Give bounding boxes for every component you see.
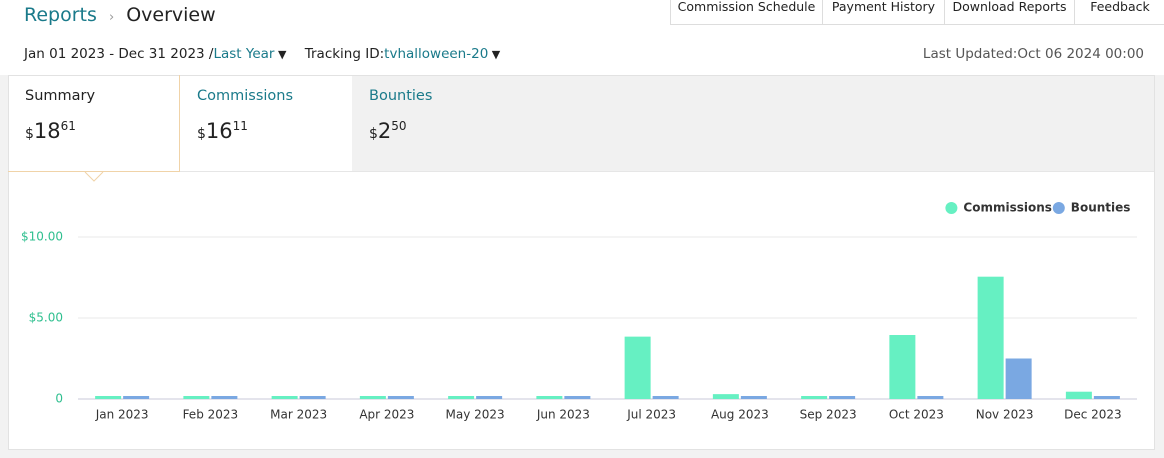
y-tick-label: $10.00 <box>21 230 63 244</box>
card[interactable]: Summary $1861 <box>8 75 180 172</box>
bar <box>95 396 122 399</box>
caret <box>84 171 104 182</box>
tracking-label: Tracking ID: <box>304 46 385 62</box>
cents: 11 <box>232 119 248 133</box>
card-strip <box>352 76 1154 172</box>
bar <box>183 396 210 399</box>
legend-label: Commissions <box>963 201 1052 215</box>
chart: 0 $5.00 $10.00 Jan 2023 Feb 2023 Mar 2023 Apr … <box>21 201 1137 422</box>
bar <box>476 396 503 399</box>
bar <box>564 396 591 399</box>
bar <box>652 396 679 399</box>
card[interactable]: Commissions $1611 <box>180 75 352 172</box>
y-tick-label: $5.00 <box>29 311 63 325</box>
bar <box>917 396 944 399</box>
x-tick-label: Jun 2023 <box>536 408 590 422</box>
legend-swatch <box>1052 202 1065 214</box>
card-amount: $250 <box>369 119 407 143</box>
legend-label: Bounties <box>1071 201 1131 215</box>
card-amount: $1611 <box>197 119 248 143</box>
chevron: ▼ <box>274 48 287 61</box>
breadcrumb: Reports › Overview <box>24 4 216 26</box>
bar <box>448 396 475 399</box>
card-amount: $1861 <box>25 119 76 143</box>
x-tick-label: Dec 2023 <box>1064 408 1122 422</box>
card-label: Summary <box>25 88 96 104</box>
x-tick-label: Feb 2023 <box>183 408 239 422</box>
breadcrumb-link[interactable]: Reports <box>24 4 97 26</box>
x-tick-label: May 2023 <box>446 408 505 422</box>
bar <box>1065 391 1092 399</box>
cents: 50 <box>391 119 407 133</box>
divider <box>180 171 1154 172</box>
x-tick-label: Jul 2023 <box>626 408 676 422</box>
bar <box>211 396 238 399</box>
bar <box>801 396 828 399</box>
period-dropdown[interactable]: Last Year <box>213 46 275 62</box>
bar <box>536 396 563 399</box>
bar <box>889 335 916 399</box>
page-title: Overview <box>126 4 216 26</box>
bar <box>829 396 856 399</box>
cents: 61 <box>60 119 76 133</box>
card-label: Bounties <box>369 88 433 104</box>
bar <box>624 336 651 399</box>
x-tick-label: Jan 2023 <box>95 408 149 422</box>
date-range: Jan 01 2023 - Dec 31 2023 / <box>24 46 214 62</box>
bar <box>123 396 150 399</box>
tab[interactable]: Download Reports <box>944 0 1075 25</box>
currency: $ <box>25 126 34 142</box>
y-tick-label: 0 <box>55 392 63 406</box>
bar <box>359 396 386 399</box>
x-tick-label: Oct 2023 <box>889 408 944 422</box>
bar <box>299 396 326 399</box>
x-tick-label: Mar 2023 <box>270 408 327 422</box>
bar <box>740 396 767 399</box>
bar <box>712 394 739 399</box>
bar <box>387 396 414 399</box>
bar <box>1093 396 1120 399</box>
tracking-dropdown[interactable]: tvhalloween-20 <box>384 46 489 62</box>
bar <box>271 396 298 399</box>
card-label: Commissions <box>197 88 294 104</box>
card[interactable]: Bounties $250 <box>352 75 524 172</box>
currency: $ <box>197 126 206 142</box>
x-tick-label: Nov 2023 <box>976 408 1034 422</box>
x-tick-label: Sep 2023 <box>800 408 857 422</box>
currency: $ <box>369 126 378 142</box>
tab[interactable]: Payment History <box>822 0 945 25</box>
chevron: ▼ <box>488 48 501 61</box>
filters: Jan 01 2023 - Dec 31 2023 /Last Year ▼ T… <box>24 46 500 62</box>
x-tick-label: Aug 2023 <box>711 408 769 422</box>
tab[interactable]: Commission Schedule <box>670 0 823 25</box>
bar <box>977 276 1004 399</box>
bar <box>1005 358 1032 399</box>
whole: 2 <box>377 119 392 143</box>
whole: 16 <box>205 119 233 143</box>
x-tick-label: Apr 2023 <box>359 408 414 422</box>
legend-swatch <box>945 202 958 214</box>
separator: › <box>108 10 115 25</box>
last-updated: Last Updated:Oct 06 2024 00:00 <box>922 46 1144 62</box>
whole: 18 <box>33 119 61 143</box>
tab[interactable]: Feedback <box>1074 0 1164 25</box>
